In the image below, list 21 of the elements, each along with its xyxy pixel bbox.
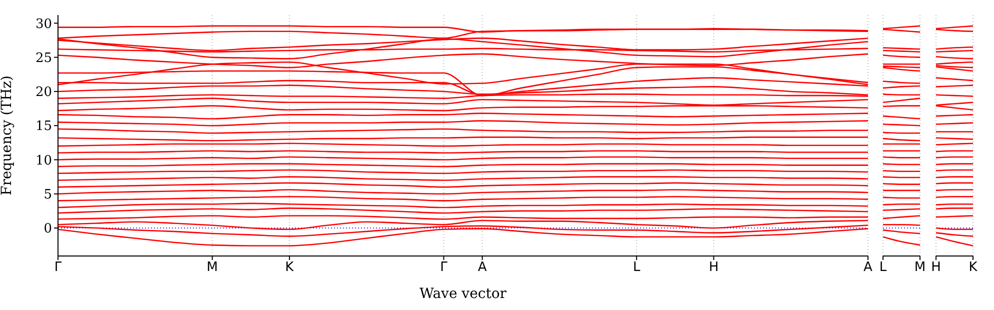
- y-tick-label: 15: [35, 119, 52, 134]
- y-tick-label: 0: [44, 222, 52, 237]
- y-tick-label: 30: [35, 16, 52, 32]
- x-tick-label: A: [478, 260, 487, 276]
- x-tick-label: H: [708, 260, 719, 276]
- y-tick-label: 25: [35, 50, 52, 66]
- y-tick-label: 10: [35, 153, 52, 168]
- x-tick-label: H: [931, 260, 941, 276]
- x-tick-label: A: [864, 260, 873, 276]
- x-tick-label: L: [879, 260, 888, 276]
- x-tick-label: M: [914, 260, 926, 276]
- y-axis-title: Frequency (THz): [0, 75, 15, 196]
- x-tick-label: Γ: [440, 260, 448, 276]
- x-tick-label: L: [632, 260, 641, 276]
- x-tick-label: M: [206, 260, 218, 276]
- y-tick-label: 5: [44, 187, 52, 202]
- y-tick-label: 20: [35, 85, 52, 100]
- x-axis-title: Wave vector: [420, 286, 507, 302]
- x-tick-label: K: [968, 260, 978, 276]
- x-tick-label: Γ: [54, 260, 62, 276]
- x-tick-label: K: [285, 260, 294, 276]
